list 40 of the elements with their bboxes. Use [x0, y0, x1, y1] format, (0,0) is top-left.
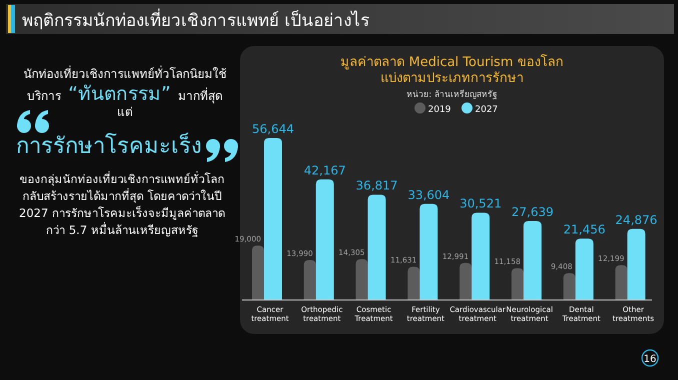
- text: บริการ: [27, 89, 62, 103]
- bar: [368, 194, 386, 300]
- bar: [563, 273, 576, 300]
- bar: [316, 179, 334, 300]
- data-label: 36,817: [356, 178, 398, 193]
- chart-title: พฤติกรรมนักท่องเที่ยวเชิงการแพทย์ เป็นอย่างไร: [22, 8, 370, 31]
- bar: [524, 220, 542, 300]
- bar: [408, 266, 420, 300]
- bar: [252, 246, 264, 300]
- data-label: 24,876: [615, 212, 658, 227]
- text: หน่วย: ล้านเหรียญสหรัฐ: [406, 89, 498, 100]
- text: 2027 การรักษาโรคมะเร็งจะมีมูลค่าตลาด: [19, 205, 225, 220]
- bar: [264, 138, 282, 300]
- bar: [615, 265, 628, 300]
- text: กลับสร้างรายได้มากที่สุด โดยคาดว่าในปี: [22, 188, 222, 203]
- data-label: 27,639: [512, 204, 554, 219]
- data-label: 33,604: [408, 188, 450, 202]
- text: 16: [644, 354, 656, 365]
- data-label: 21,456: [563, 222, 606, 237]
- bar: [420, 204, 438, 300]
- chart-subtitle: มูลค่าตลาด Medical Tourism ของโลก แบ่งตามประเภทการรักษา: [340, 54, 564, 86]
- bar: [627, 228, 646, 300]
- legend-label: 2019: [428, 105, 452, 115]
- data-label: 56,644: [252, 122, 294, 136]
- bar: [304, 260, 316, 300]
- bar: [472, 212, 490, 300]
- legend-label: 2027: [475, 105, 498, 115]
- text: มากที่สุด: [178, 87, 223, 104]
- bar: [512, 268, 524, 300]
- bar: [460, 262, 472, 300]
- text: นักท่องเที่ยวเชิงการแพทย์ทั่วโลกนิยมใช้: [24, 65, 226, 81]
- bar: [575, 238, 594, 300]
- text: การรักษาโรคมะเร็ง: [16, 131, 202, 159]
- text: แต่: [117, 105, 133, 119]
- data-label: 42,167: [304, 163, 346, 178]
- data-label: 30,521: [460, 196, 502, 211]
- text: กว่า 5.7 หมื่นล้านเหรียญสหรัฐ: [46, 222, 198, 237]
- text: “ทันตกรรม”: [68, 83, 171, 105]
- bar: [356, 259, 368, 300]
- text: ของกลุ่มนักท่องเที่ยวเชิงการแพทย์ทั่วโลก: [20, 171, 224, 186]
